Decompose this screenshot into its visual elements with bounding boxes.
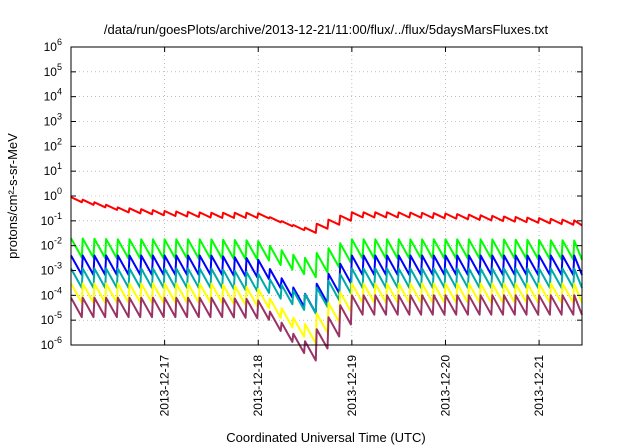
y-tick-label: 103 <box>44 112 62 129</box>
y-tick-base: 10 <box>44 90 58 104</box>
y-tick-base: 10 <box>44 164 58 178</box>
series-line-1 <box>70 196 583 234</box>
y-tick-exponent: -1 <box>54 211 62 221</box>
y-tick-exponent: 0 <box>57 186 62 196</box>
x-axis-ticks: 2013-12-17 2013-12-18 2013-12-19 2013-12-20… <box>158 47 546 416</box>
x-tick-label: 2013-12-19 <box>345 355 359 417</box>
y-tick-base: 10 <box>44 40 58 54</box>
y-tick-base: 10 <box>44 189 58 203</box>
y-tick-label: 10-1 <box>41 211 62 228</box>
y-tick-exponent: -4 <box>54 285 62 295</box>
y-tick-exponent: 4 <box>57 87 62 97</box>
y-tick-label: 102 <box>44 136 62 153</box>
y-tick-label: 100 <box>44 186 62 203</box>
y-tick-exponent: -3 <box>54 261 62 271</box>
y-tick-base: 10 <box>41 338 55 352</box>
x-tick-label: 2013-12-21 <box>532 355 546 417</box>
y-tick-exponent: 5 <box>57 62 62 72</box>
y-tick-exponent: 6 <box>57 37 62 47</box>
series-line-5 <box>70 282 583 345</box>
y-tick-label: 10-6 <box>41 335 62 352</box>
y-tick-label: 104 <box>44 87 62 104</box>
y-tick-exponent: -5 <box>54 310 62 320</box>
y-tick-label: 10-3 <box>41 261 62 278</box>
y-tick-label: 10-5 <box>41 310 62 327</box>
y-tick-exponent: 1 <box>57 161 62 171</box>
y-tick-base: 10 <box>41 313 55 327</box>
y-axis-title: protons/cm²-s-sr-MeV <box>5 133 20 259</box>
y-tick-label: 105 <box>44 62 62 79</box>
y-tick-base: 10 <box>41 264 55 278</box>
y-tick-exponent: 3 <box>57 112 62 122</box>
y-tick-exponent: -6 <box>54 335 62 345</box>
y-tick-base: 10 <box>41 288 55 302</box>
x-axis-title: Coordinated Universal Time (UTC) <box>226 430 425 445</box>
y-tick-base: 10 <box>44 65 58 79</box>
y-tick-exponent: 2 <box>57 136 62 146</box>
y-tick-label: 10-4 <box>41 285 62 302</box>
y-tick-base: 10 <box>44 139 58 153</box>
series-line-6 <box>70 294 583 362</box>
x-tick-label: 2013-12-20 <box>438 355 452 417</box>
y-tick-label: 10-2 <box>41 236 62 253</box>
y-tick-base: 10 <box>41 214 55 228</box>
y-tick-base: 10 <box>41 239 55 253</box>
y-tick-base: 10 <box>44 115 58 129</box>
series-line-4 <box>70 267 583 315</box>
y-tick-label: 106 <box>44 37 62 54</box>
y-axis-ticks: 10-610-510-410-310-210-11001011021031041… <box>41 37 582 352</box>
x-tick-label: 2013-12-18 <box>251 355 265 417</box>
series-lines <box>70 196 583 362</box>
x-tick-label: 2013-12-17 <box>158 355 172 417</box>
y-tick-exponent: -2 <box>54 236 62 246</box>
series-line-2 <box>70 237 583 279</box>
y-tick-label: 101 <box>44 161 62 178</box>
chart-title: /data/run/goesPlots/archive/2013-12-21/1… <box>104 22 549 37</box>
